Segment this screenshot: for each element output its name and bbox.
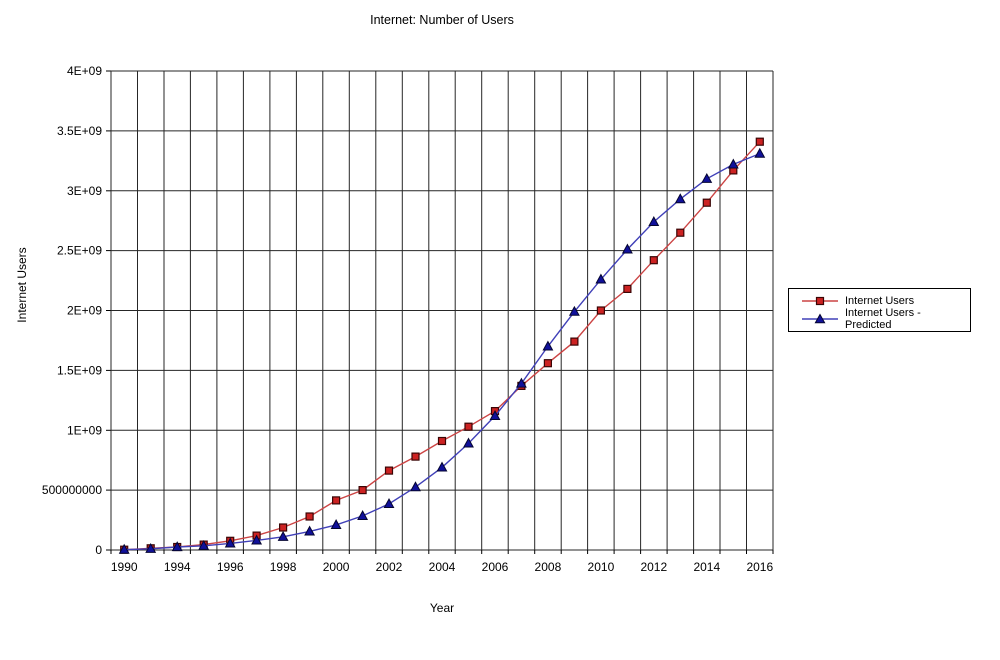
data-point-marker: [357, 510, 369, 520]
data-point-marker: [489, 410, 501, 420]
x-tick-label: 2002: [376, 560, 403, 574]
data-point-marker: [198, 539, 210, 550]
y-tick-label: 0: [95, 543, 102, 557]
data-point-marker: [118, 543, 130, 554]
y-tick-label: 3E+09: [67, 184, 102, 198]
chart-title: Internet: Number of Users: [370, 13, 514, 27]
data-point-marker: [436, 461, 448, 472]
x-tick-label: 1990: [111, 560, 138, 574]
data-point-marker: [411, 452, 420, 461]
x-tick-label: 2012: [640, 560, 667, 574]
data-point-marker: [515, 377, 527, 388]
x-tick-label: 1998: [270, 560, 297, 574]
data-point-marker: [676, 228, 685, 237]
y-tick-label: 500000000: [42, 483, 102, 497]
data-point-marker: [570, 337, 579, 346]
legend-label-predicted: Internet Users - Predicted: [845, 307, 921, 331]
data-point-marker: [464, 422, 473, 431]
data-point-marker: [279, 523, 288, 532]
legend-label-internet-users: Internet Users: [845, 295, 915, 307]
x-tick-label: 2010: [588, 560, 615, 574]
data-point-marker: [674, 193, 686, 204]
data-point-marker: [332, 496, 341, 505]
data-point-marker: [648, 216, 660, 226]
y-tick-label: 2E+09: [67, 304, 102, 318]
data-point-marker: [568, 305, 580, 316]
data-point-marker: [277, 530, 289, 541]
x-tick-label: 1994: [164, 560, 191, 574]
data-point-marker: [251, 534, 263, 545]
y-tick-label: 4E+09: [67, 64, 102, 78]
data-point-marker: [224, 537, 236, 548]
legend-series-swatch-icon: [802, 313, 838, 325]
y-tick-label: 1E+09: [67, 423, 102, 437]
x-tick-label: 2008: [535, 560, 562, 574]
data-point-marker: [595, 273, 607, 284]
data-point-marker: [358, 486, 367, 495]
data-point-marker: [596, 306, 606, 315]
data-point-marker: [621, 243, 633, 254]
data-point-marker: [649, 256, 658, 265]
y-tick-label: 3.5E+09: [57, 124, 102, 138]
data-point-marker: [543, 359, 553, 368]
x-tick-label: 2016: [746, 560, 773, 574]
data-point-marker: [437, 436, 447, 446]
y-tick-label: 1.5E+09: [57, 363, 102, 377]
data-point-marker: [623, 284, 632, 293]
data-point-marker: [305, 512, 314, 521]
x-tick-label: 1996: [217, 560, 244, 574]
x-tick-label: 2004: [429, 560, 456, 574]
x-tick-label: 2014: [693, 560, 720, 574]
legend-item-internet-users: Internet Users: [789, 294, 970, 309]
legend-item-predicted: Internet Users - Predicted: [789, 307, 970, 331]
legend: Internet Users Internet Users - Predicte…: [788, 288, 971, 332]
data-point-marker: [330, 519, 342, 529]
data-point-marker: [145, 542, 157, 553]
data-point-marker: [701, 172, 713, 183]
data-point-marker: [383, 498, 395, 508]
legend-series-swatch-icon: [802, 295, 838, 307]
series-line-internet-users: [124, 141, 761, 551]
data-point-marker: [702, 198, 711, 207]
x-tick-label: 2006: [482, 560, 509, 574]
data-point-marker: [304, 525, 316, 536]
y-tick-label: 2.5E+09: [57, 244, 102, 258]
data-point-marker: [463, 437, 474, 448]
x-tick-label: 2000: [323, 560, 350, 574]
data-point-marker: [754, 147, 766, 158]
data-point-marker: [727, 158, 739, 169]
data-point-marker: [384, 466, 394, 475]
data-point-marker: [410, 481, 421, 492]
data-point-marker: [171, 541, 183, 552]
data-point-marker: [755, 137, 764, 146]
x-axis-title: Year: [429, 601, 455, 615]
data-point-marker: [542, 340, 554, 351]
